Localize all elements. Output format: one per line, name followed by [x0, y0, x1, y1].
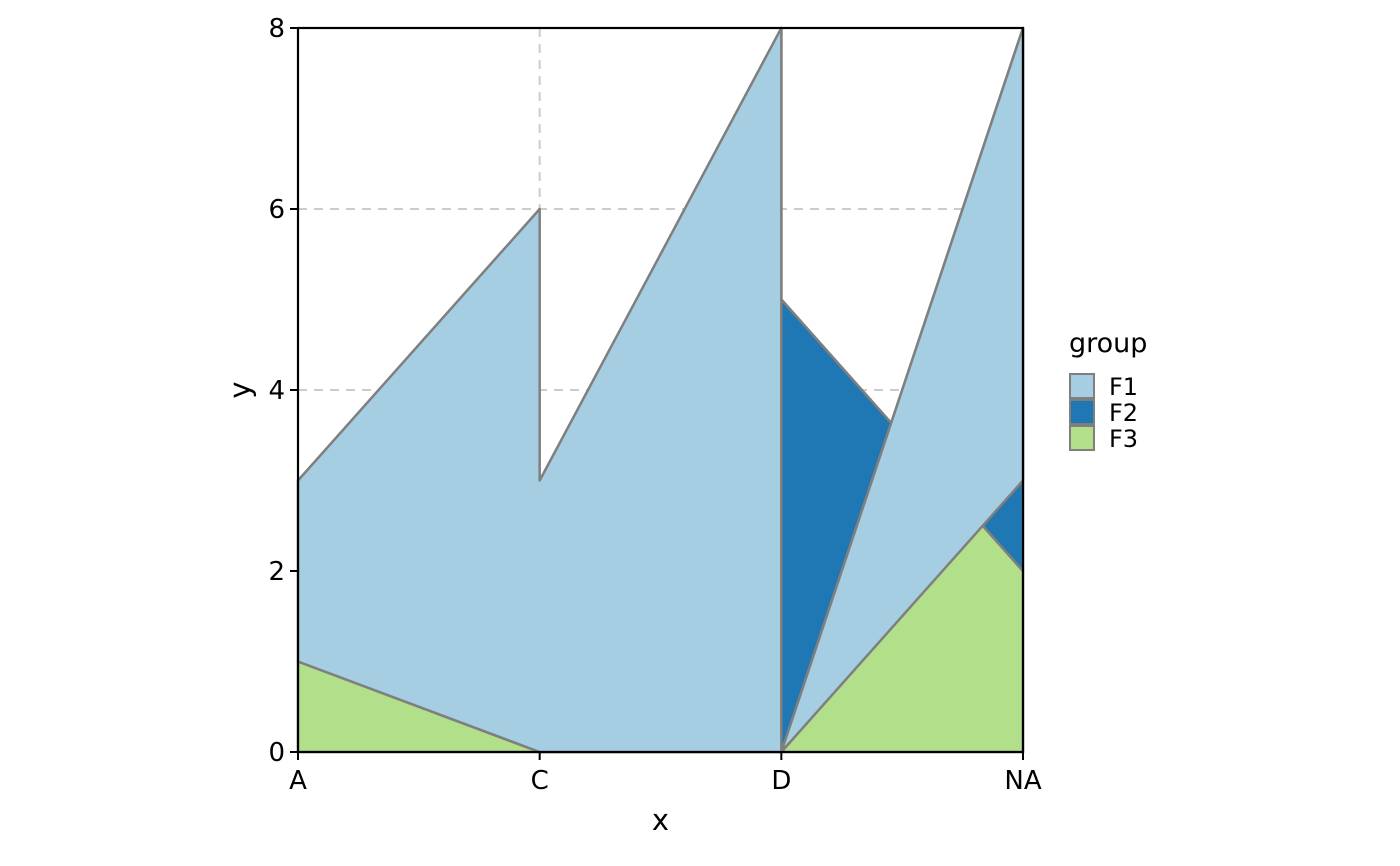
x-tick-label: A [289, 766, 307, 796]
x-tick-label: NA [1004, 766, 1041, 796]
legend-swatch-f1 [1069, 373, 1095, 399]
legend-title: group [1069, 328, 1147, 359]
legend-label-f2: F2 [1109, 399, 1138, 427]
x-axis-title: x [652, 803, 669, 837]
legend-label-f1: F1 [1109, 373, 1138, 401]
x-axis: A C D NA [289, 752, 1042, 796]
legend-swatch-f3 [1069, 425, 1095, 451]
x-tick-label: C [531, 766, 549, 796]
y-axis: 0 2 4 6 8 [268, 14, 298, 768]
y-tick-label: 8 [268, 14, 285, 44]
y-tick-label: 6 [268, 195, 285, 225]
y-axis-title: y [223, 381, 257, 398]
y-tick-label: 4 [268, 376, 285, 406]
y-tick-label: 2 [268, 557, 285, 587]
legend-label-f3: F3 [1109, 425, 1138, 453]
y-tick-label: 0 [268, 738, 285, 768]
legend-swatch-f2 [1069, 399, 1095, 425]
plot-areas [296, 26, 1025, 754]
x-tick-label: D [771, 766, 791, 796]
